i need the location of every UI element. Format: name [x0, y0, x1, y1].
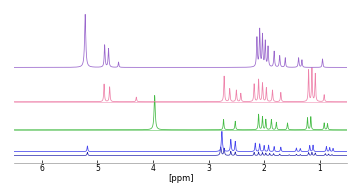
X-axis label: [ppm]: [ppm] — [168, 174, 193, 183]
